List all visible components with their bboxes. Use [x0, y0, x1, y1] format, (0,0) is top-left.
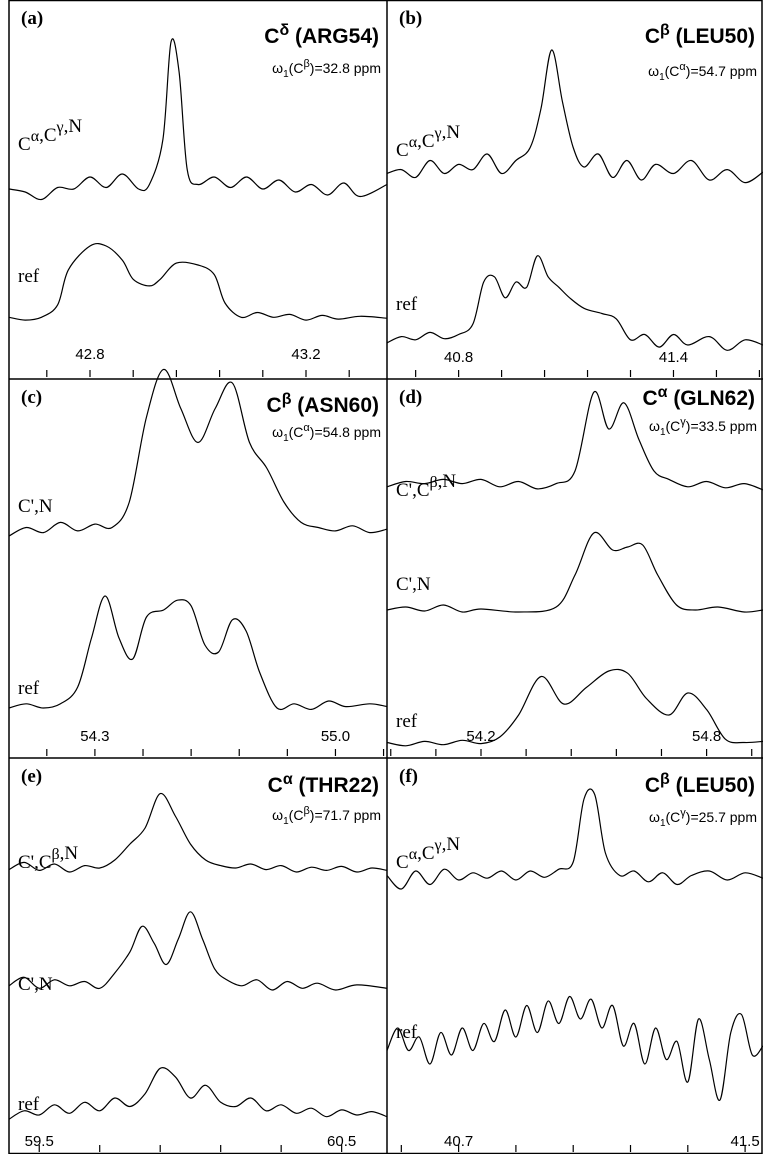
panel-parameter: ω1(Cα)=54.7 ppm — [648, 61, 757, 83]
x-tick-label: 54.2 — [466, 728, 495, 745]
x-tick-label: 43.2 — [291, 346, 320, 363]
trace-label: Cα,Cγ,N — [396, 834, 460, 873]
trace-label: ref — [18, 266, 40, 287]
panel-label: (d) — [399, 387, 422, 408]
panel-parameter: ω1(Cβ)=71.7 ppm — [272, 805, 381, 827]
spectrum-trace — [386, 391, 763, 491]
spectrum-trace — [8, 38, 388, 201]
panel-parameter: ω1(Cα)=54.8 ppm — [272, 422, 381, 444]
panel-title: Cδ (ARG54) — [264, 22, 379, 48]
panel-label: (f) — [399, 766, 418, 787]
spectrum-trace — [386, 788, 763, 890]
panel-a: (a) Cδ (ARG54) ω1(Cβ)=32.8 ppm Cα,Cγ,N ref 42… — [8, 8, 388, 377]
x-tick-label: 40.7 — [444, 1133, 473, 1150]
panel-e: (e) Cα (THR22) ω1(Cβ)=71.7 ppm C',Cβ,N C',N r… — [8, 766, 388, 1152]
spectrum-trace — [8, 243, 388, 321]
panel-label: (c) — [21, 387, 42, 408]
spectrum-trace — [8, 911, 388, 991]
spectrum-trace — [8, 1067, 388, 1120]
spectrum-trace — [386, 531, 763, 613]
trace-label: C',N — [396, 574, 431, 595]
trace-label: Cα,Cγ,N — [18, 116, 82, 155]
panel-title: Cα (GLN62) — [642, 384, 755, 410]
trace-label: ref — [18, 1094, 40, 1115]
spectrum-trace — [386, 668, 763, 747]
trace-label: ref — [18, 678, 40, 699]
trace-label: ref — [396, 711, 418, 732]
panel-d: (d) Cα (GLN62) ω1(Cγ)=33.5 ppm C',Cβ,N C',N r… — [386, 384, 763, 756]
panel-c: (c) Cβ (ASN60) ω1(Cα)=54.8 ppm C',N ref 54.3 5… — [8, 368, 388, 756]
panel-label: (e) — [21, 766, 42, 787]
panel-label: (a) — [21, 8, 43, 29]
x-tick-label: 60.5 — [327, 1133, 356, 1150]
spectrum-trace — [386, 995, 763, 1101]
spectrum-trace — [8, 595, 388, 711]
spectrum-trace — [386, 49, 763, 184]
x-tick-label: 54.8 — [692, 728, 721, 745]
trace-label: Cα,Cγ,N — [396, 122, 460, 161]
trace-label: C',Cβ,N — [396, 471, 456, 501]
x-tick-label: 54.3 — [80, 728, 109, 745]
trace-label: ref — [396, 294, 418, 315]
panel-title: Cα (THR22) — [268, 771, 379, 797]
panel-title: Cβ (ASN60) — [267, 391, 379, 417]
spectrum-trace — [8, 792, 388, 873]
spectrum-trace — [386, 255, 763, 351]
panel-b: (b) Cβ (LEU50) ω1(Cα)=54.7 ppm Cα,Cγ,N ref 40… — [386, 8, 763, 377]
x-tick-label: 55.0 — [321, 728, 350, 745]
panel-title: Cβ (LEU50) — [645, 22, 755, 48]
panel-parameter: ω1(Cγ)=25.7 ppm — [649, 807, 757, 829]
x-tick-label: 59.5 — [25, 1133, 54, 1150]
x-tick-label: 41.5 — [730, 1133, 759, 1150]
trace-label: C',N — [18, 974, 53, 995]
panel-parameter: ω1(Cβ)=32.8 ppm — [272, 58, 381, 80]
trace-label: ref — [396, 1022, 418, 1043]
trace-label: C',Cβ,N — [18, 843, 78, 873]
panel-parameter: ω1(Cγ)=33.5 ppm — [649, 416, 757, 438]
panel-f: (f) Cβ (LEU50) ω1(Cγ)=25.7 ppm Cα,Cγ,N ref 40… — [386, 766, 763, 1152]
x-tick-label: 42.8 — [75, 346, 104, 363]
panel-title: Cβ (LEU50) — [645, 771, 755, 797]
spectrum-trace — [8, 368, 388, 537]
x-tick-label: 40.8 — [444, 349, 473, 366]
x-tick-label: 41.4 — [659, 349, 688, 366]
trace-label: C',N — [18, 496, 53, 517]
panel-label: (b) — [399, 8, 422, 29]
